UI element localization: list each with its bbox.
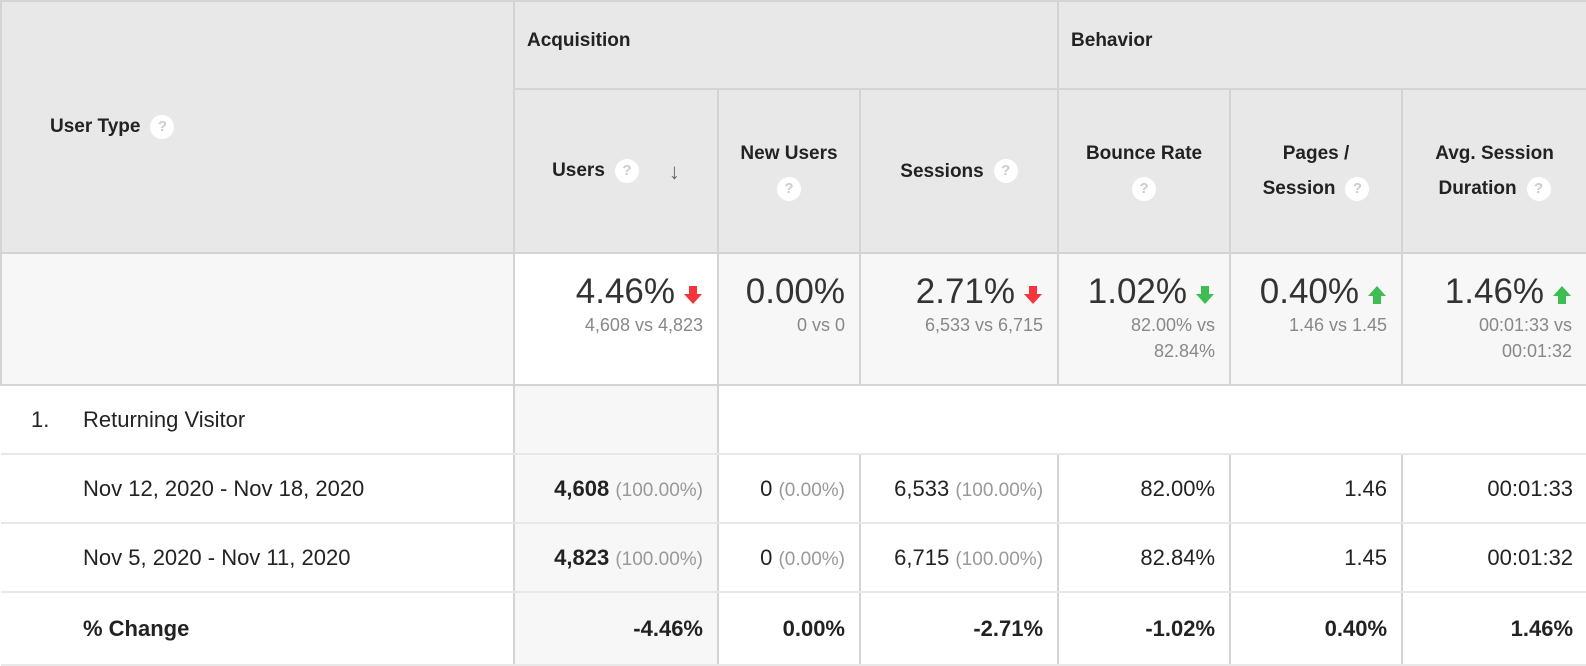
table-cell: -4.46% — [513, 591, 719, 666]
table-cell: User Type? Acquisition Behavior — [0, 0, 1586, 254]
table-cell: Nov 5, 2020 - Nov 11, 2020 — [1, 522, 515, 593]
help-icon[interactable]: ? — [1132, 176, 1157, 201]
arrow-down-icon — [1196, 285, 1215, 304]
table-cell: 00:01:33 — [1401, 453, 1586, 524]
table-cell: Duration — [1438, 178, 1517, 199]
group-behavior: Behavior — [1057, 0, 1586, 90]
table-cell: Users? ↓ New Users? Sessions? Bounce Rate… — [1, 88, 1586, 254]
table-cell: 0.40% — [1229, 591, 1404, 666]
arrow-up-icon — [1553, 285, 1572, 304]
table-cell: Users — [552, 160, 605, 182]
table-cell: 4,608 — [554, 475, 610, 501]
help-icon[interactable]: ? — [614, 159, 639, 184]
table-cell: 0 — [760, 475, 773, 501]
table-cell: Pages / — [1282, 143, 1350, 164]
table-cell: Bounce Rate — [1085, 143, 1203, 164]
table-cell: (0.00%) — [778, 548, 845, 570]
table-cell: (100.00%) — [955, 548, 1044, 570]
table-row: Nov 5, 2020 - Nov 11, 2020 4,823 (100.00… — [1, 522, 1586, 593]
table-cell: Avg. Session — [1435, 143, 1554, 164]
col-pages-session[interactable]: Pages / Session? — [1229, 88, 1404, 254]
table-cell: (100.00%) — [955, 479, 1044, 501]
table-cell: 00:01:32 — [1401, 522, 1586, 593]
table-cell: 6,533 (100.00%) — [858, 453, 1060, 524]
table-cell: 4,823 — [554, 544, 610, 570]
summary-row: 4.46% 4,608 vs 4,823 0.00% 0 vs 0 2.71% 6,5… — [0, 252, 1586, 386]
change-row: % Change -4.46% 0.00% -2.71% -1.02% 0.40%… — [1, 591, 1586, 666]
table-cell: 0 (0.00%) — [717, 453, 861, 524]
table-cell: 00:01:33 vs 00:01:32 — [1478, 315, 1573, 361]
group-label[interactable]: Returning Visitor — [83, 406, 246, 432]
group-row-returning-visitor[interactable]: 1. Returning Visitor — [1, 384, 1586, 455]
table-cell — [716, 384, 1586, 455]
table-cell: 1.46 vs 1.45 — [1288, 315, 1388, 335]
summary-sessions: 2.71% 6,533 vs 6,715 — [858, 252, 1060, 386]
table-cell: 6,533 vs 6,715 — [924, 315, 1044, 335]
table-cell: 0 vs 0 — [796, 315, 845, 335]
table-cell: (0.00%) — [778, 479, 845, 501]
table-cell: 1. — [31, 406, 50, 432]
help-icon[interactable]: ? — [777, 176, 801, 201]
arrow-up-icon — [1368, 285, 1387, 304]
table-row: Nov 12, 2020 - Nov 18, 2020 4,608 (100.0… — [1, 453, 1586, 524]
help-icon[interactable]: ? — [993, 159, 1018, 184]
table-cell: User Type — [50, 116, 141, 138]
help-icon[interactable]: ? — [150, 115, 175, 139]
table-cell: 6,715 — [894, 544, 950, 570]
col-avg-session-duration[interactable]: Avg. Session Duration? — [1401, 88, 1586, 254]
col-sessions[interactable]: Sessions? — [858, 88, 1060, 254]
table-cell — [0, 252, 515, 386]
table-cell: Session — [1262, 178, 1336, 199]
table-cell: 4,608 (100.00%) — [513, 453, 719, 524]
table-cell: Nov 12, 2020 - Nov 18, 2020 — [1, 453, 515, 524]
table-cell: 82.84% — [1057, 522, 1232, 593]
help-icon[interactable]: ? — [1345, 176, 1370, 201]
dimension-header[interactable]: User Type? — [0, 0, 515, 254]
table-cell: 0.40% — [1259, 272, 1360, 311]
table-cell: 4,608 vs 4,823 — [584, 315, 703, 335]
table-cell: 1.46% — [1401, 591, 1586, 666]
table-cell: % Change — [1, 591, 515, 666]
summary-bounce-rate: 1.02% 82.00% vs 82.84% — [1057, 252, 1232, 386]
table-cell: 1.02% — [1087, 272, 1188, 311]
table-cell: 0.00% — [717, 591, 861, 666]
table-cell: 4,823 (100.00%) — [513, 522, 719, 593]
summary-pages-session: 0.40% 1.46 vs 1.45 — [1229, 252, 1404, 386]
summary-users: 4.46% 4,608 vs 4,823 — [513, 252, 719, 386]
table-cell[interactable]: 1. Returning Visitor — [1, 384, 515, 455]
table-cell: 0 — [760, 544, 773, 570]
table-cell: 0.00% — [745, 272, 845, 311]
table-cell: 6,715 (100.00%) — [858, 522, 1060, 593]
table-cell: 1.45 — [1229, 522, 1404, 593]
arrow-down-icon — [1024, 285, 1043, 304]
col-new-users[interactable]: New Users? — [717, 88, 861, 254]
col-bounce-rate[interactable]: Bounce Rate? — [1057, 88, 1232, 254]
table-cell: (100.00%) — [615, 548, 703, 570]
table-cell — [513, 384, 719, 455]
table-cell: -2.71% — [858, 591, 1060, 666]
table-cell: 2.71% — [915, 272, 1016, 311]
table-cell: 4.46% — [575, 272, 675, 311]
summary-new-users: 0.00% 0 vs 0 — [717, 252, 861, 386]
arrow-down-icon — [684, 285, 702, 304]
col-users[interactable]: Users? ↓ — [513, 88, 719, 254]
table-cell: (100.00%) — [615, 479, 703, 501]
table-cell: 1.46 — [1229, 453, 1404, 524]
group-acquisition: Acquisition — [512, 0, 1060, 90]
table-cell: -1.02% — [1057, 591, 1232, 666]
table-cell: 82.00% — [1057, 453, 1232, 524]
table-cell: Sessions — [900, 160, 984, 182]
table-cell: 1.46% — [1444, 272, 1545, 311]
table-cell: New Users — [740, 143, 838, 164]
help-icon[interactable]: ? — [1526, 176, 1551, 201]
table-cell: 82.00% vs 82.84% — [1130, 315, 1216, 361]
table-cell: 0 (0.00%) — [717, 522, 861, 593]
table-cell: 6,533 — [894, 475, 950, 501]
summary-avg-duration: 1.46% 00:01:33 vs 00:01:32 — [1401, 252, 1586, 386]
arrow-down-icon[interactable]: ↓ — [668, 158, 680, 184]
